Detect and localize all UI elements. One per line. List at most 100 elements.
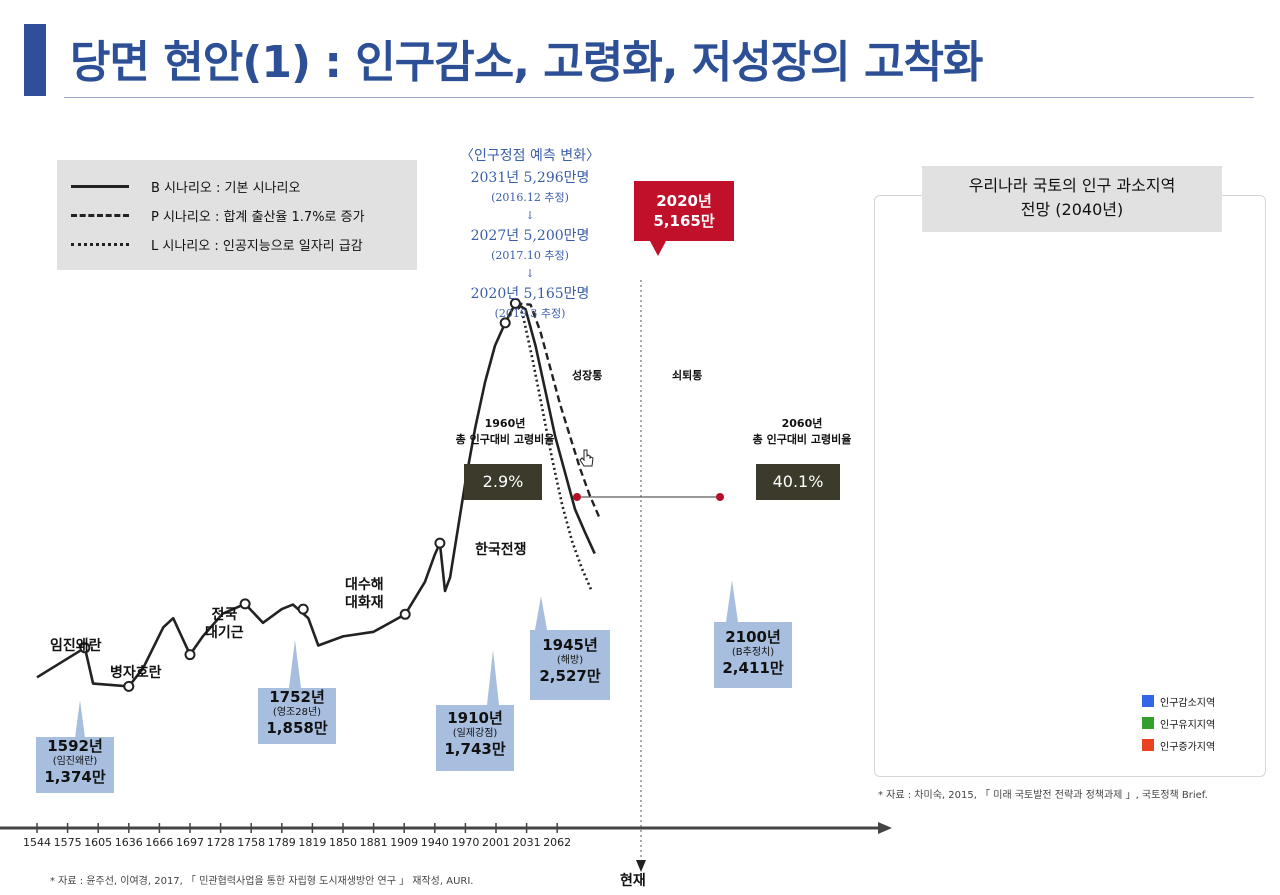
x-tick-label: 1881 <box>360 836 388 849</box>
callout-1945: 1945년 (해방) 2,527만 <box>530 630 610 700</box>
legend-dashed-line <box>71 213 129 217</box>
scenario-legend: B 시나리오 : 기본 시나리오 P 시나리오 : 합계 출산율 1.7%로 증… <box>57 160 417 270</box>
callout-sub: (해방) <box>556 655 584 666</box>
callout-sub: (임진왜란) <box>52 756 98 767</box>
peak-forecast-panel: 〈인구정점 예측 변화〉 2031년 5,296만명 (2016.12 추정) … <box>430 145 630 323</box>
x-tick-label: 1575 <box>54 836 82 849</box>
callout-1592: 1592년 (임진왜란) 1,374만 <box>36 737 114 793</box>
forecast-note: (2016.12 추정) <box>491 191 569 204</box>
x-tick-label: 1728 <box>207 836 235 849</box>
legend-label: L 시나리오 : 인공지능으로 일자리 급감 <box>151 238 363 254</box>
event-marker <box>499 317 511 329</box>
x-tick-label: 1544 <box>23 836 51 849</box>
swatch-green <box>1142 717 1154 729</box>
x-tick-label: 2062 <box>543 836 571 849</box>
series-group <box>36 302 601 688</box>
callout-year: 1910년 <box>447 709 503 727</box>
event-imjin: 임진왜란 <box>50 638 102 654</box>
callout-1752: 1752년 (영조28년) 1,858만 <box>258 688 336 744</box>
x-tick-label: 1758 <box>237 836 265 849</box>
now-label: 현재 <box>620 873 646 889</box>
aging-2060-value: 40.1% <box>756 464 840 500</box>
peak-pointer <box>650 241 666 256</box>
forecast-note: (2019.3 추정) <box>494 307 566 320</box>
callout-2100: 2100년 (B추정치) 2,411만 <box>714 622 792 688</box>
legend-item-b: B 시나리오 : 기본 시나리오 <box>71 174 300 198</box>
callout-pointer-1910 <box>487 650 499 705</box>
x-tick-label: 2031 <box>513 836 541 849</box>
event-marker <box>239 598 251 610</box>
legend-item-l: L 시나리오 : 인공지능으로 일자리 급감 <box>71 232 363 256</box>
callout-year: 1945년 <box>542 636 598 654</box>
x-axis: 1544 1575 1605 1636 1666 1697 1728 1758 1789 1819… <box>0 822 892 849</box>
x-tick-label: 1970 <box>451 836 479 849</box>
map-legend-label: 인구유지지역 <box>1160 719 1216 731</box>
forecast-arrow-icon: ↓ <box>525 209 535 222</box>
now-arrow-icon <box>636 860 646 872</box>
event-line: 대수해 <box>345 577 384 593</box>
event-marker <box>79 642 91 654</box>
map-legend-item: 인구유지지역 <box>1142 712 1215 734</box>
forecast-value: 2020년 5,165만명 <box>470 286 590 302</box>
event-marker <box>297 603 309 615</box>
callout-value: 1,858만 <box>266 719 328 737</box>
callout-1910: 1910년 (일제강점) 1,743만 <box>436 705 514 771</box>
x-tick-label: 1605 <box>84 836 112 849</box>
callout-year: 2100년 <box>725 628 781 646</box>
aging-2060-dot <box>716 493 724 501</box>
map-legend: 인구감소지역 인구유지지역 인구증가지역 <box>1142 690 1215 756</box>
x-tick-label: 1697 <box>176 836 204 849</box>
x-tick-label: 1666 <box>145 836 173 849</box>
forecast-arrow-icon: ↓ <box>525 267 535 280</box>
callout-year: 1592년 <box>47 737 103 755</box>
legend-item-p: P 시나리오 : 합계 출산율 1.7%로 증가 <box>71 203 365 227</box>
legend-dotted-line <box>71 242 129 246</box>
event-marker <box>434 537 446 549</box>
event-marker <box>509 297 521 309</box>
aging-1960-value: 2.9% <box>464 464 542 500</box>
series-line-dotted <box>514 302 593 592</box>
event-line: 대화재 <box>345 595 384 611</box>
event-line: 전국 <box>211 607 238 623</box>
map-title: 우리나라 국토의 인구 과소지역 전망 (2040년) <box>922 166 1222 232</box>
decline-phase-label: 쇠퇴통 <box>672 369 703 382</box>
callout-pointer-1592 <box>75 700 85 738</box>
callout-pointer-1752 <box>289 640 301 688</box>
map-legend-label: 인구증가지역 <box>1160 741 1216 753</box>
hand-cursor-icon <box>579 449 594 467</box>
map-source: * 자료 : 차미숙, 2015, 「 미래 국토발전 전략과 정책과제 」, … <box>878 790 1208 801</box>
event-marker <box>399 608 411 620</box>
x-tick-label: 1789 <box>268 836 296 849</box>
map-title-line: 우리나라 국토의 인구 과소지역 <box>968 176 1176 195</box>
map-legend-label: 인구감소지역 <box>1160 697 1216 709</box>
x-tick-label: 1850 <box>329 836 357 849</box>
series-line-solid <box>36 302 596 688</box>
forecast-heading: 〈인구정점 예측 변화〉 <box>460 148 600 164</box>
chart-source: * 자료 : 윤주선, 이여경, 2017, 「 민관협력사업을 통한 자립형 … <box>50 876 474 887</box>
event-line: 대기근 <box>205 625 244 641</box>
series-line-dashed <box>515 302 601 519</box>
aging-year: 2060년 <box>781 417 823 430</box>
x-tick-label: 1636 <box>115 836 143 849</box>
callout-value: 1,743만 <box>444 740 506 758</box>
aging-1960-label: 1960년 총 인구대비 고령비율 <box>425 416 585 448</box>
marker-group <box>79 297 521 692</box>
x-tick-label: 1819 <box>298 836 326 849</box>
title-divider <box>64 97 1254 98</box>
map-legend-item: 인구감소지역 <box>1142 690 1215 712</box>
x-tick-label: 1940 <box>421 836 449 849</box>
aging-desc: 총 인구대비 고령비율 <box>752 433 852 446</box>
map-frame <box>874 195 1266 777</box>
forecast-value: 2027년 5,200만명 <box>470 228 590 244</box>
aging-desc: 총 인구대비 고령비율 <box>455 433 555 446</box>
callout-sub: (일제강점) <box>452 728 498 739</box>
event-byeongja: 병자호란 <box>110 665 162 681</box>
callout-value: 1,374만 <box>44 768 106 786</box>
legend-solid-line <box>71 184 129 188</box>
callout-sub: (영조28년) <box>272 707 322 718</box>
callout-pointer-2100 <box>726 580 738 622</box>
forecast-value: 2031년 5,296만명 <box>470 170 590 186</box>
forecast-note: (2017.10 추정) <box>491 249 569 262</box>
callout-sub: (B추정치) <box>731 647 775 658</box>
event-flood: 대수해 대화재 <box>345 576 384 612</box>
